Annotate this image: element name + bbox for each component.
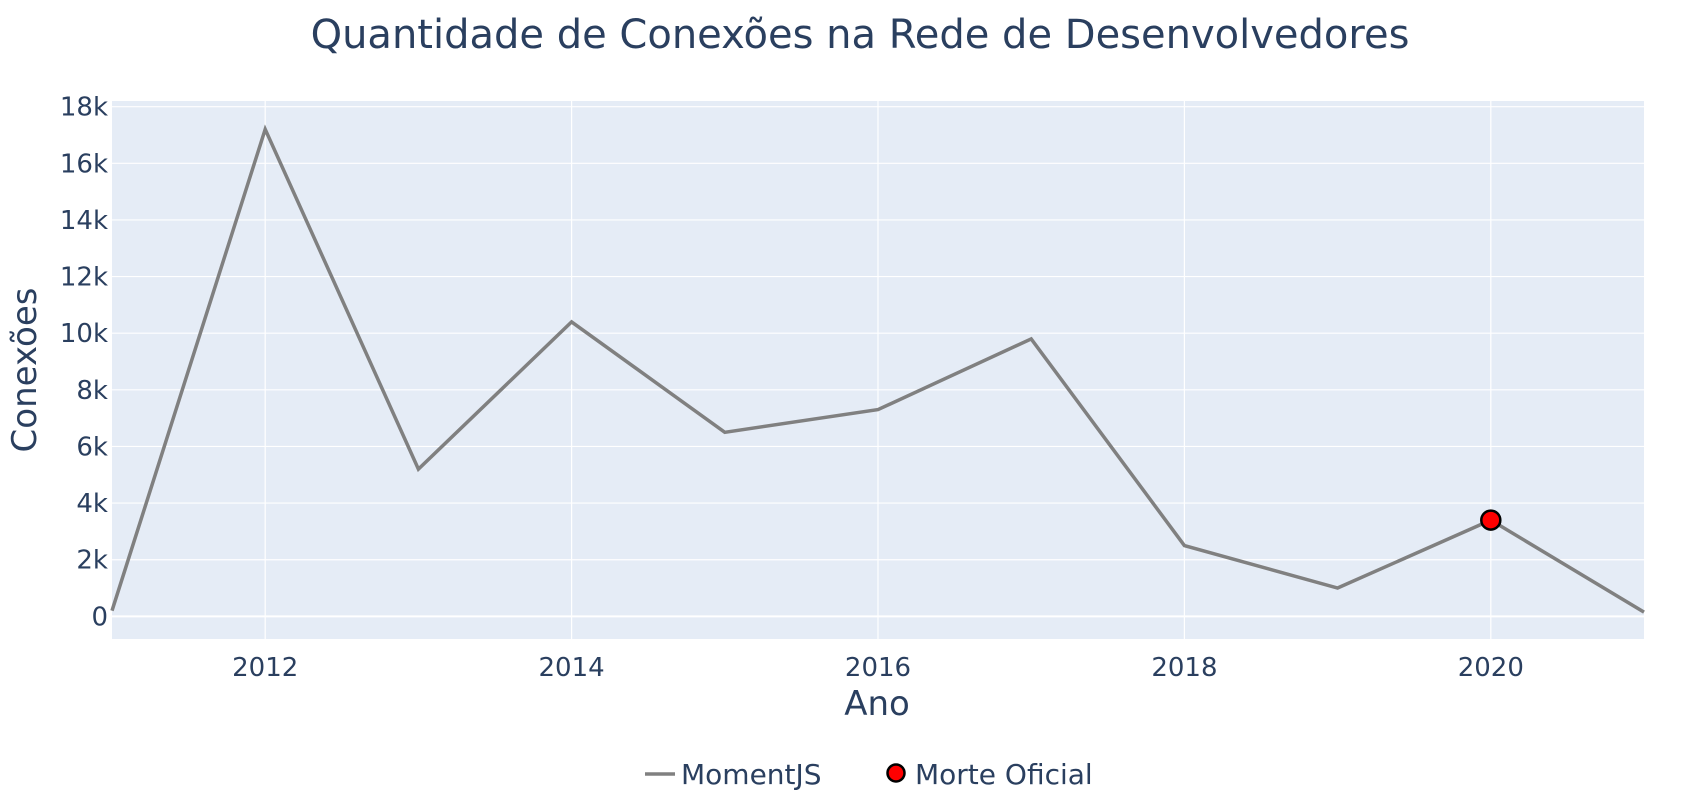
x-axis-title: Ano <box>844 684 910 724</box>
y-axis-title: Conexões <box>5 288 45 453</box>
y-tick-label: 14k <box>60 206 108 236</box>
legend-label-morte-oficial: Morte Oficial <box>915 758 1093 791</box>
series-layer <box>110 124 1645 614</box>
y-tick-label: 10k <box>60 319 108 349</box>
x-tick-label: 2016 <box>845 653 911 683</box>
y-tick-label: 12k <box>60 263 108 293</box>
y-tick-label: 4k <box>76 489 108 519</box>
y-tick-label: 16k <box>60 149 108 179</box>
y-tick-label: 0 <box>91 602 108 632</box>
x-tick-label: 2020 <box>1458 653 1524 683</box>
y-tick-label: 18k <box>60 93 108 123</box>
y-tick-label: 6k <box>76 432 108 462</box>
legend-marker-swatch <box>886 763 906 783</box>
y-axis-ticks: 0 2k 4k 6k 8k 10k 12k 14k 16k 18k <box>60 93 108 633</box>
legend[interactable]: MomentJS Morte Oficial <box>645 758 1093 791</box>
chart-title: Quantidade de Conexões na Rede de Desenv… <box>311 12 1410 58</box>
x-tick-label: 2014 <box>539 653 605 683</box>
x-tick-label: 2018 <box>1151 653 1217 683</box>
y-tick-label: 2k <box>76 546 108 576</box>
marker-morte-oficial <box>1480 509 1502 531</box>
x-axis-ticks: 2012 2014 2016 2018 2020 <box>232 653 1524 683</box>
x-tick-label: 2012 <box>232 653 298 683</box>
y-tick-label: 8k <box>76 376 108 406</box>
gridlines <box>112 101 1644 639</box>
legend-label-momentjs: MomentJS <box>681 758 822 791</box>
series-line-momentjs <box>110 124 1645 614</box>
